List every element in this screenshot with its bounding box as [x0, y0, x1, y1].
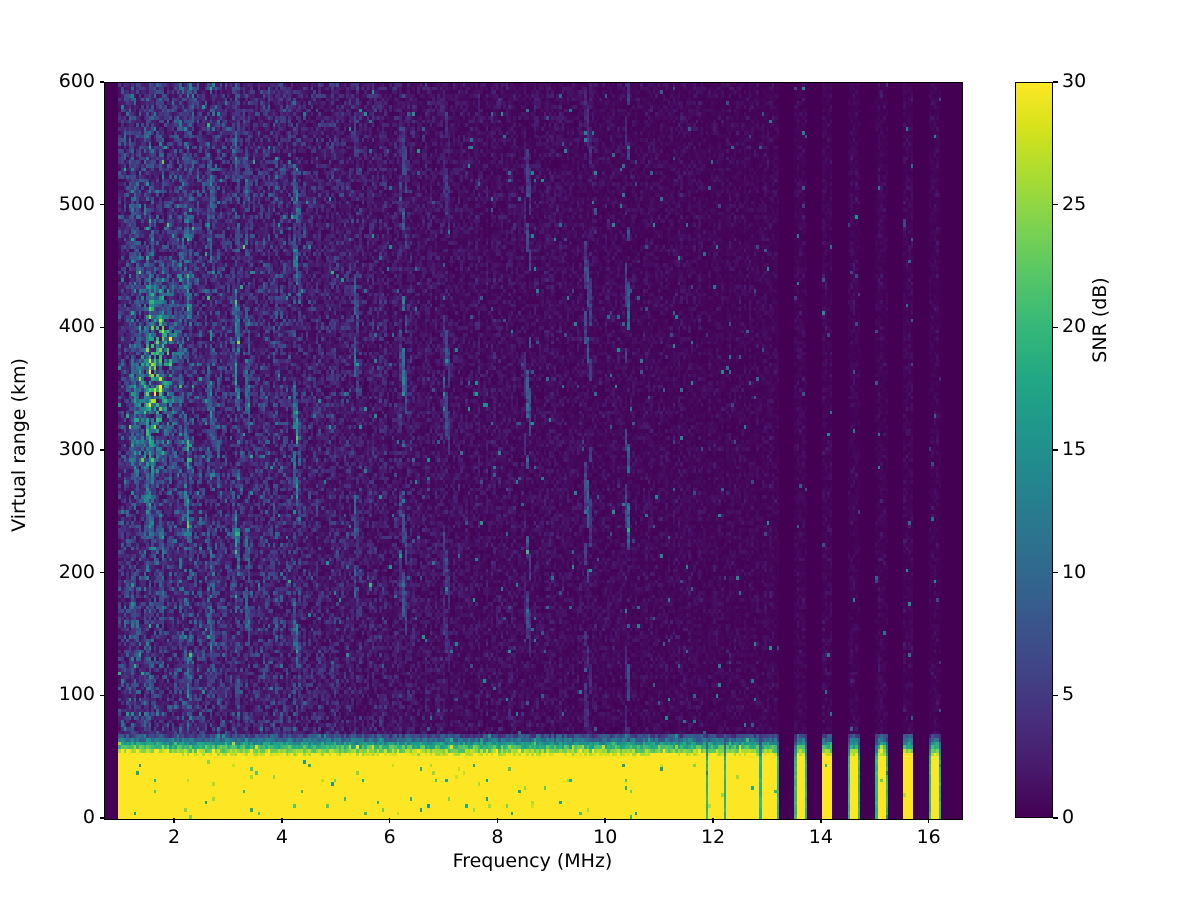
x-axis-label: Frequency (MHz) [452, 850, 613, 872]
ionogram-heatmap[interactable] [105, 83, 962, 819]
x-tick-mark [927, 818, 930, 823]
x-tick-mark [388, 818, 391, 823]
y-tick-label: 500 [58, 192, 95, 215]
y-tick-mark [99, 449, 104, 451]
y-tick-label: 100 [58, 683, 95, 706]
colorbar-tick-label: 10 [1062, 560, 1087, 583]
y-tick-label: 400 [58, 315, 95, 338]
x-tick-label: 12 [700, 826, 726, 848]
colorbar-tick-mark [1053, 203, 1058, 206]
y-tick-label: 300 [58, 438, 95, 460]
y-tick-label: 600 [58, 70, 95, 92]
y-axis-ticks: 0 100 200 300 400 500 600 [0, 0, 104, 900]
x-tick-mark [173, 818, 175, 823]
x-tick-mark [281, 818, 283, 823]
y-tick-mark [99, 203, 104, 206]
y-tick-mark [99, 571, 104, 574]
colorbar-tick-label: 20 [1062, 315, 1087, 338]
x-tick-mark [604, 818, 607, 823]
colorbar-tick-mark [1053, 326, 1058, 329]
colorbar-label: SNR (dB) [1089, 277, 1111, 363]
x-tick-label: 8 [491, 826, 504, 848]
x-tick-label: 14 [808, 826, 833, 848]
x-tick-label: 10 [593, 826, 618, 848]
y-tick-label: 0 [82, 806, 95, 828]
y-tick-mark [99, 694, 104, 697]
colorbar-tick-label: 30 [1062, 70, 1087, 92]
x-tick-mark [712, 818, 714, 823]
x-tick-label: 2 [168, 826, 181, 848]
colorbar-tick-mark [1053, 571, 1058, 574]
colorbar-tick-mark [1053, 449, 1058, 451]
y-tick-label: 200 [58, 560, 95, 583]
colorbar-tick-label: 5 [1062, 683, 1075, 706]
colorbar-tick-mark [1053, 81, 1058, 83]
colorbar-gradient [1015, 82, 1053, 818]
colorbar-tick-label: 25 [1062, 192, 1087, 215]
x-tick-mark [496, 818, 499, 823]
x-axis-ticks: 2 4 6 8 10 12 14 16 [0, 818, 1200, 888]
colorbar-tick-mark [1053, 694, 1058, 697]
colorbar-tick-label: 0 [1062, 806, 1075, 828]
y-tick-mark [99, 326, 104, 329]
colorbar-tick-mark [1053, 817, 1058, 819]
y-axis-label: Virtual range (km) [8, 358, 30, 532]
x-tick-label: 4 [275, 826, 288, 848]
colorbar-tick-label: 15 [1062, 438, 1087, 460]
x-tick-mark [820, 818, 822, 823]
y-tick-mark [99, 817, 104, 819]
heatmap-axes[interactable] [104, 82, 963, 820]
x-tick-label: 16 [916, 826, 941, 848]
colorbar[interactable]: 0 5 10 15 20 25 30 [1015, 70, 1086, 828]
x-tick-label: 6 [383, 826, 396, 848]
y-tick-mark [99, 81, 104, 83]
